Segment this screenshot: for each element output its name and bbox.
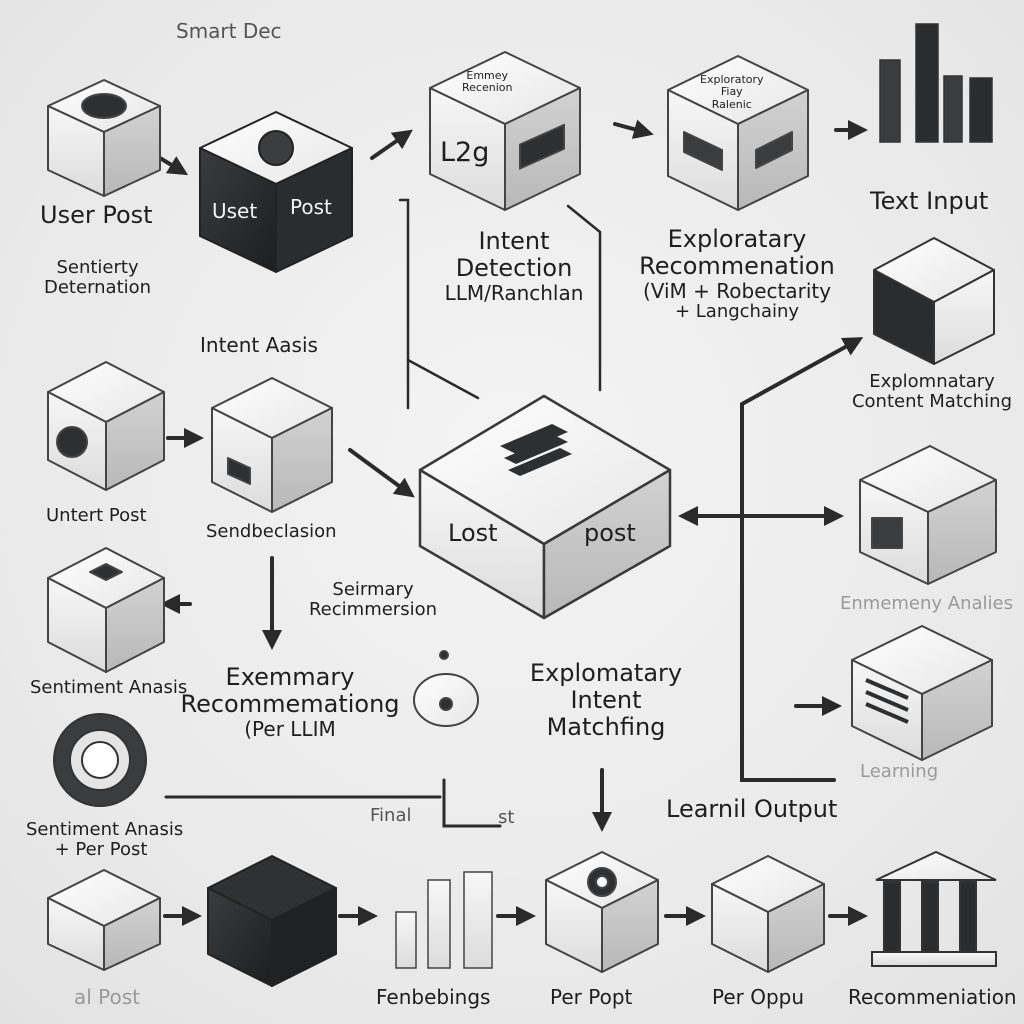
- gear-cube: [53, 713, 147, 807]
- cube-bottom-5: [711, 855, 825, 973]
- content-matching-label: Explomnatary Content Matching: [851, 371, 1013, 413]
- cube-bottom-1: [47, 869, 161, 971]
- sentiment-analysis-label: Sentiment Anasis: [30, 677, 188, 698]
- dark-cube-text-1: Uset: [212, 199, 258, 223]
- summary-disc: [413, 650, 479, 727]
- intent-cube-front-text: L2g: [440, 137, 490, 168]
- sentiment-per-post-label: Sentiment Anasis + Per Post: [26, 819, 184, 861]
- pillar-building-icon: [871, 850, 997, 967]
- arrow-user-post: [158, 156, 189, 176]
- cube-exploratory: [667, 55, 809, 211]
- exploratory-cube-top-text: Exploratory Fiay Ralenic: [700, 73, 764, 111]
- cube-user-post: [47, 79, 161, 197]
- bottom-label-1: al Post: [74, 985, 141, 1009]
- cube-content-stack: [859, 445, 997, 585]
- cube-left-3: [47, 547, 165, 673]
- header-text: Smart Dec: [176, 19, 282, 43]
- arrow-to-exploratory-cube: [613, 119, 654, 139]
- connectors: [158, 119, 868, 926]
- bracket-right: [566, 204, 602, 392]
- learning-output-label: Learnil Output: [666, 795, 838, 823]
- intent-cube-top-text: Emmey Recenion: [462, 69, 513, 95]
- bottom-label-2: Fenbebings: [376, 985, 491, 1009]
- intent-detection-label: Intent Detection LLM/Ranchlan: [444, 227, 584, 305]
- bar-chart-top: [879, 23, 993, 143]
- stack-icon: [500, 424, 572, 476]
- routing-line-output: [740, 337, 864, 782]
- user-post-label: User Post: [40, 201, 153, 229]
- bracket-diagonal: [406, 358, 480, 400]
- intent-basis-label: Intent Aasis: [200, 333, 318, 357]
- hub-text-1: Lost: [448, 519, 498, 547]
- cube-dark-user-post: [199, 111, 353, 273]
- hub-text-2: post: [584, 519, 636, 547]
- user-post-sub: Sentierty Deternation: [44, 257, 152, 299]
- final-bracket: [442, 778, 502, 828]
- sentiment-analysis-faint-label: Enmemeny Analies: [840, 593, 1013, 614]
- final-text: Final: [370, 805, 412, 826]
- cube-bottom-2: [207, 855, 337, 987]
- arrow-to-intent-cube: [370, 129, 413, 160]
- cube-left-2: [47, 361, 165, 491]
- arrow-to-hub: [348, 448, 415, 498]
- bottom-label-3: Per Popt: [550, 985, 633, 1009]
- text-input-label: Text Input: [870, 187, 989, 215]
- sentiment-classification-label: Sendbeclasion: [206, 521, 337, 542]
- document-lines-icon: [865, 678, 909, 724]
- intent-post-label: Untert Post: [46, 505, 147, 526]
- cube-text-input: [873, 237, 995, 365]
- bottom-label-4: Per Oppu: [712, 985, 805, 1009]
- cube-intent-detection: [429, 51, 581, 211]
- cube-intent-basis: [211, 377, 333, 513]
- bar-chart-bottom: [395, 871, 493, 969]
- learning-faint-label: Learning: [860, 761, 939, 782]
- exploratory-recommendation-label: Exploratary Recommenation (ViM + Robecta…: [639, 225, 835, 323]
- cube-bottom-4: [545, 851, 659, 973]
- exploratory-intent-matching-label: Explomatary Intent Matchfing: [529, 659, 683, 741]
- dark-cube-text-2: Post: [290, 195, 332, 219]
- summary-recommendation-label: Seirmary Recimmersion: [308, 579, 437, 621]
- final-text-tail: st: [498, 807, 515, 828]
- summary-recommendation-big-label: Exemmary Recommemationg (Per LLIM: [180, 663, 400, 741]
- cube-hub: [418, 394, 672, 620]
- cube-doc: [851, 625, 993, 761]
- bottom-label-5: Recommeniation: [848, 985, 1017, 1009]
- bracket-left: [398, 198, 410, 410]
